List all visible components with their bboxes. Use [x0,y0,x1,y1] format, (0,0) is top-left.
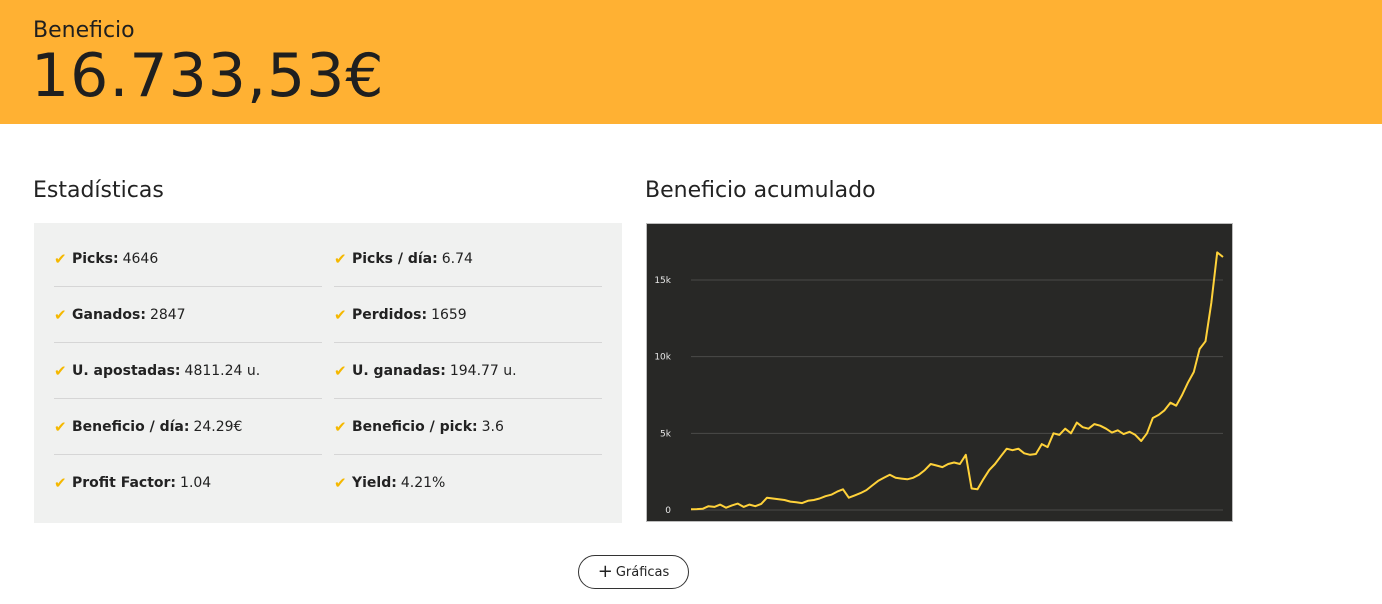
stat-value: 3.6 [481,418,504,435]
series-line [690,251,1224,511]
stat-label: Beneficio / pick: [352,418,478,435]
stat-units-staked: ✔ U. apostadas: 4811.24 u. [54,343,322,399]
stats-title: Estadísticas [33,178,164,203]
y-tick-label: 0 [665,506,671,516]
stat-won: ✔ Ganados: 2847 [54,287,322,343]
stat-value: 6.74 [441,250,473,267]
profit-banner: Beneficio 16.733,53€ [0,0,1382,124]
stat-profit-per-day: ✔ Beneficio / día: 24.29€ [54,399,322,455]
check-icon: ✔ [334,361,347,380]
cumulative-profit-chart[interactable]: 0 5k 10k 15k [646,223,1233,522]
check-icon: ✔ [54,473,67,492]
profit-label: Beneficio [33,18,135,43]
stat-yield: ✔ Yield: 4.21% [334,455,602,510]
stat-value: 4646 [122,250,159,267]
stats-column-right: ✔ Picks / día: 6.74 ✔ Perdidos: 1659 ✔ U… [334,231,602,510]
stat-units-won: ✔ U. ganadas: 194.77 u. [334,343,602,399]
check-icon: ✔ [54,305,67,324]
stats-panel: ✔ Picks: 4646 ✔ Ganados: 2847 ✔ U. apost… [34,223,622,523]
stat-picks: ✔ Picks: 4646 [54,231,322,287]
check-icon: ✔ [54,249,67,268]
check-icon: ✔ [334,305,347,324]
y-tick-label: 5k [660,429,672,439]
y-tick-label: 10k [654,353,671,363]
check-icon: ✔ [54,361,67,380]
stats-column-left: ✔ Picks: 4646 ✔ Ganados: 2847 ✔ U. apost… [54,231,322,510]
check-icon: ✔ [54,417,67,436]
stat-label: Picks / día: [352,250,438,267]
stat-label: Yield: [352,474,397,491]
y-tick-label: 15k [654,276,671,286]
chart-title: Beneficio acumulado [645,178,876,203]
profit-value: 16.733,53€ [31,41,385,111]
stat-value: 2847 [149,306,186,323]
stat-value: 194.77 u. [449,362,517,379]
check-icon: ✔ [334,249,347,268]
chart-svg: 0 5k 10k 15k [654,251,1224,516]
check-icon: ✔ [334,473,347,492]
stat-picks-per-day: ✔ Picks / día: 6.74 [334,231,602,287]
stat-label: U. apostadas: [72,362,181,379]
stat-lost: ✔ Perdidos: 1659 [334,287,602,343]
stat-label: Beneficio / día: [72,418,190,435]
charts-button-label: Gráficas [615,564,670,580]
stat-label: Perdidos: [352,306,428,323]
stat-value: 1659 [431,306,467,323]
stat-value: 4811.24 u. [184,362,261,379]
check-icon: ✔ [334,417,347,436]
stat-label: U. ganadas: [352,362,446,379]
stat-label: Profit Factor: [72,474,177,491]
charts-button[interactable]: + Gráficas [578,555,689,589]
stat-profit-factor: ✔ Profit Factor: 1.04 [54,455,322,510]
plus-icon: + [597,561,613,582]
stat-label: Picks: [72,250,119,267]
stat-value: 1.04 [180,474,212,491]
stat-value: 24.29€ [193,418,243,435]
stat-profit-per-pick: ✔ Beneficio / pick: 3.6 [334,399,602,455]
stat-label: Ganados: [72,306,146,323]
stat-value: 4.21% [400,474,446,491]
